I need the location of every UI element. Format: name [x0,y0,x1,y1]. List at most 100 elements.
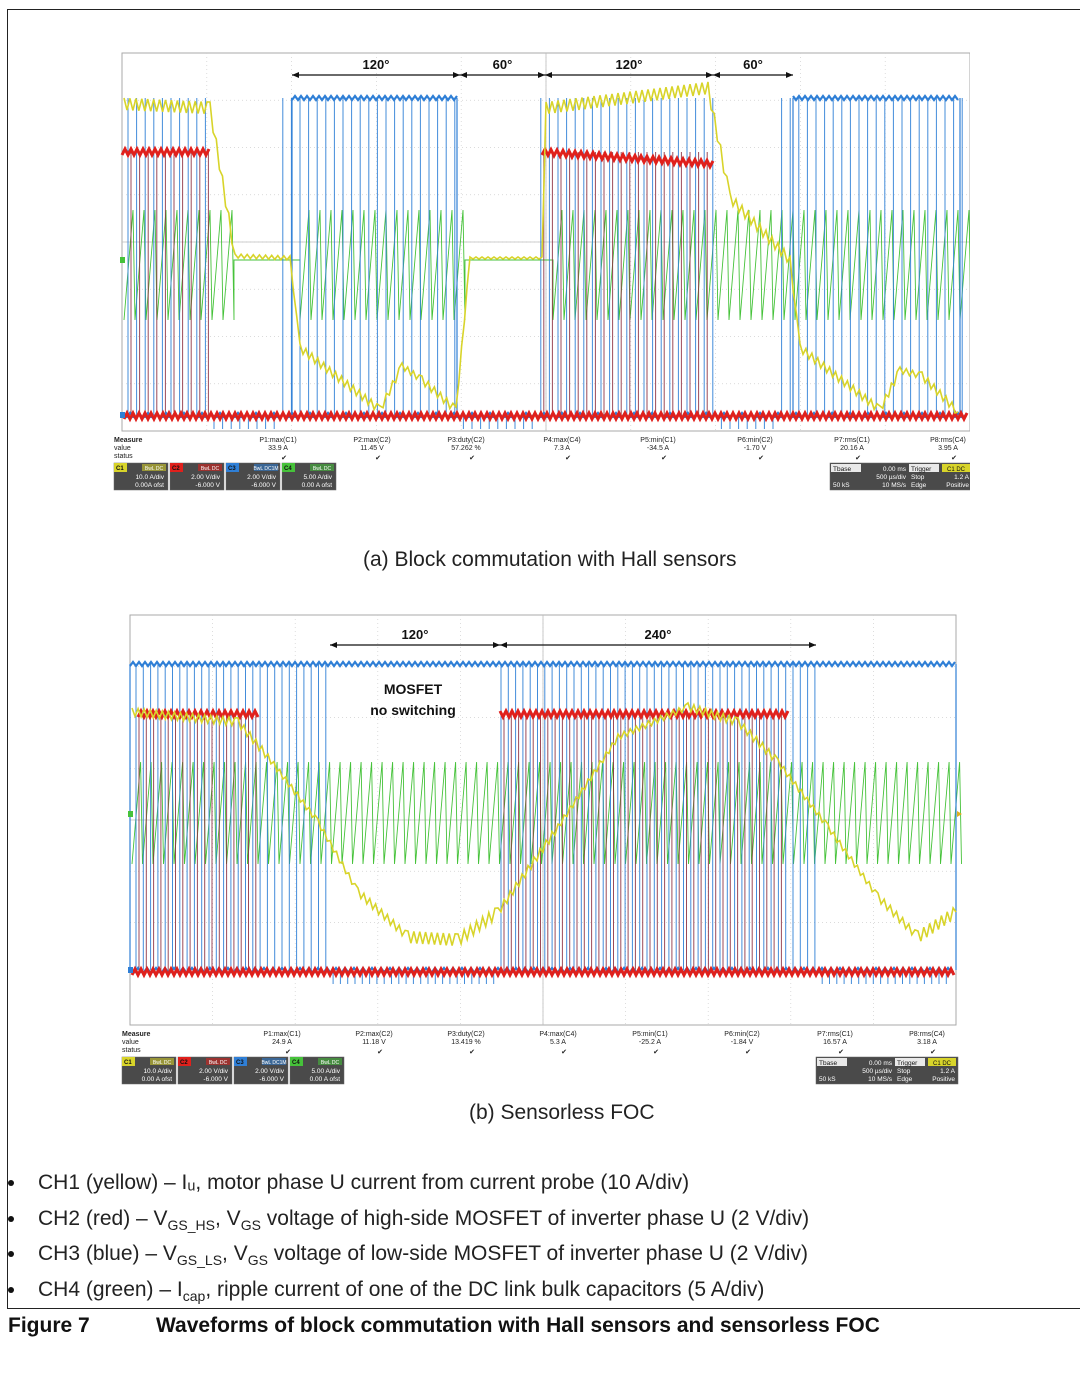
bullet-icon [8,1180,14,1186]
channel-color-tag [114,463,127,472]
arrowhead-icon [545,72,552,78]
measure-name: P3:duty(C2) [447,437,484,444]
channel-name: C1 [124,1060,132,1066]
measure-name: P6:min(C2) [724,1031,759,1038]
measure-name: P4:max(C4) [543,437,580,444]
check-icon: ✔ [469,455,475,462]
timebase-samples: 50 kS [819,1076,836,1083]
channel-color-tag [282,463,295,472]
series-ch3-plateau [291,94,458,102]
check-icon: ✔ [469,1049,475,1056]
bullet-icon [8,1251,14,1257]
arrowhead-icon [493,642,500,648]
series-ch2-baseline [122,409,969,423]
trigger-channel: C1 DC [933,1061,952,1067]
series-ch4-marker [128,811,133,817]
series-ch4-marker [120,257,125,263]
channel-color-tag [234,1057,247,1066]
measure-value: 7.3 A [554,445,570,452]
arrowhead-icon [706,72,713,78]
measure-name: P1:max(C1) [259,437,296,444]
arrowhead-icon [538,72,545,78]
trigger-title-bg [909,464,939,472]
arrowhead-icon [786,72,793,78]
series-ch2-pulses [138,714,782,972]
figure-number: Figure 7 [8,1314,90,1337]
channel-coupling: BwL DC [153,1060,172,1066]
legend-sub: cap [182,1287,206,1304]
legend-ch: CH2 (red) [38,1206,131,1230]
channel-color-tag [226,463,239,472]
series-ch2-pulses [130,152,708,416]
channel-scale: 2.00 V/div [255,1068,285,1075]
channel-scale: 10.0 A/div [143,1068,172,1075]
measure-value: 11.18 V [362,1039,386,1046]
channel-name: C1 [116,466,124,472]
measure-value: 57.262 % [451,445,481,452]
legend-ch: CH3 (blue) [38,1242,140,1265]
check-icon: ✔ [661,455,667,462]
check-icon: ✔ [653,1049,659,1056]
channel-color-tag [122,1057,135,1066]
annotation-label: 120° [363,57,390,72]
timebase-rate: 10 MS/s [882,482,907,489]
channel-scale: 2.00 V/div [199,1068,229,1075]
timebase-title-bg [817,1058,847,1066]
series-ch3-plateau [129,660,956,668]
timebase-scale: 500 µs/div [862,1068,893,1075]
channel-scale: 5.00 A/div [311,1068,340,1075]
channel-coupling-bg [150,1058,174,1065]
channel-name: C2 [180,1060,188,1066]
timebase-delay: 0.00 ms [869,1060,893,1067]
channel-name: C4 [284,466,292,472]
channel-coupling-bg [262,1058,286,1065]
channel-offset: 0.00 A ofst [142,1076,173,1083]
measure-value: 11.45 V [360,445,384,452]
trigger-slope: Positive [946,482,969,489]
legend-sub: GS [240,1216,261,1233]
channel-offset: 0.00 A ofst [302,482,333,489]
measure-value: -1.84 V [731,1039,754,1046]
check-icon: ✔ [565,455,571,462]
channel-scale: 2.00 V/div [247,474,277,481]
channel-coupling: BwL DC1M [261,1060,286,1066]
check-icon: ✔ [375,455,381,462]
channel-coupling-bg [310,464,334,471]
trigger-slope: Positive [932,1076,955,1083]
channel-name: C3 [236,1060,244,1066]
measure-value: 24.9 A [272,1039,292,1046]
channel-scale: 2.00 V/div [191,474,221,481]
channel-offset: -6.000 V [251,482,276,489]
legend-sub: GS_LS [176,1252,223,1269]
check-icon: ✔ [285,1049,291,1056]
check-icon: ✔ [745,1049,751,1056]
legend-text: – V [139,1242,177,1265]
measure-value: 20.16 A [840,445,864,452]
measure-value: 13.419 % [451,1039,481,1046]
measure-label: status [122,1047,141,1054]
legend-ch: CH4 (green) [38,1277,154,1301]
measure-name: P2:max(C2) [353,437,390,444]
arrowhead-icon [292,72,299,78]
panel-b: 120° 240° MOSFET no switching Measure value st… [118,612,968,1098]
check-icon: ✔ [377,1049,383,1056]
arrowhead-icon [809,642,816,648]
trigger-type: Edge [911,482,927,489]
bullet-icon [8,1286,14,1293]
timebase-delay: 0.00 ms [883,466,907,473]
timebase-title: Tbase [833,466,851,473]
channel-coupling: BwL DC [209,1060,228,1066]
trigger-mode: Stop [897,1068,911,1075]
annotation-label: 60° [743,57,763,72]
measure-label: status [114,453,133,460]
measure-name: P3:duty(C2) [447,1031,484,1038]
trigger-channel-bg [928,1058,956,1066]
channel-coupling: BwL DC1M [253,466,278,472]
legend-text: voltage of high-side MOSFET of inverter … [260,1206,810,1230]
channel-coupling-bg [254,464,278,471]
channel-color-tag [178,1057,191,1066]
channel-coupling-bg [142,464,166,471]
trigger-title-bg [895,1058,925,1066]
caption-a: (a) Block commutation with Hall sensors [363,548,737,571]
